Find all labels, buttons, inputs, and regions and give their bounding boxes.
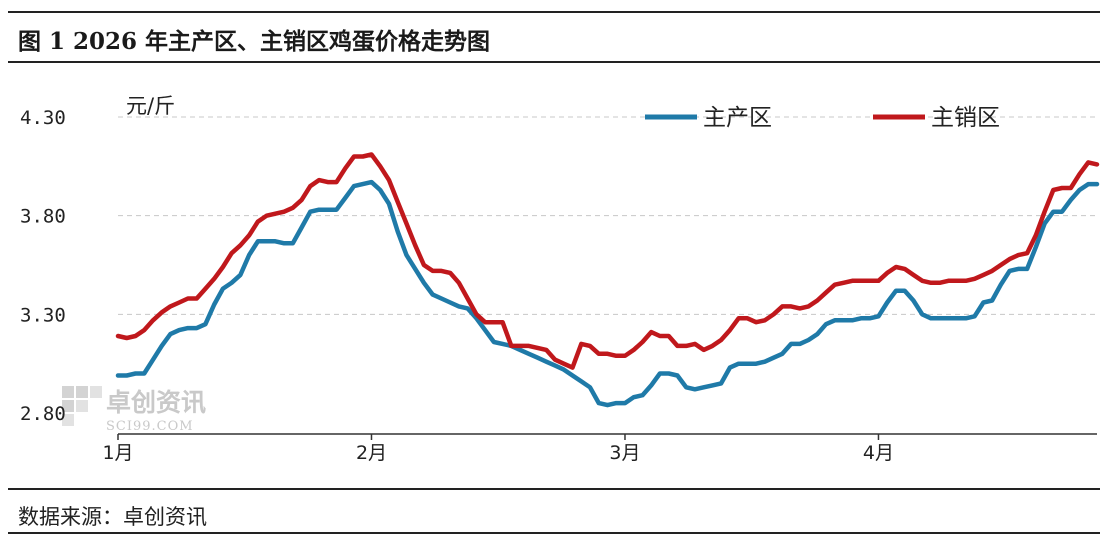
top-rule (8, 11, 1100, 13)
gridlines (118, 116, 1097, 315)
y-tick-label: 3.30 (20, 304, 66, 326)
x-tick-label: 4月 (863, 442, 894, 464)
legend-label: 主产区 (703, 105, 772, 131)
data-source: 数据来源：卓创资讯 (18, 505, 207, 529)
x-tick-label: 1月 (102, 442, 133, 464)
y-tick-label: 3.80 (20, 206, 66, 228)
watermark-logo-icon (62, 386, 102, 426)
y-tick-label: 4.30 (20, 107, 66, 129)
title-rule (8, 61, 1100, 63)
watermark-url: SCI99.COM (106, 419, 194, 434)
legend-label: 主销区 (931, 105, 1000, 131)
source-rule (8, 488, 1100, 490)
y-tick-label: 2.80 (20, 403, 66, 425)
y-axis-ticks: 4.30 3.80 3.30 2.80 (20, 107, 66, 425)
series-line-selling-area (115, 152, 1100, 370)
legend: 主产区 主销区 (645, 105, 1000, 131)
series-lines (115, 152, 1100, 408)
x-axis: 1月 2月 3月 4月 (102, 433, 1097, 464)
x-tick-label: 3月 (609, 442, 640, 464)
x-tick-label: 2月 (356, 442, 387, 464)
series-line-producing-area (115, 179, 1100, 408)
chart-title: 图 1 2026 年主产区、主销区鸡蛋价格走势图 (18, 28, 491, 55)
watermark: 卓创资讯 SCI99.COM (62, 386, 206, 434)
y-axis-unit: 元/斤 (126, 94, 175, 118)
bottom-rule (8, 532, 1100, 534)
watermark-name: 卓创资讯 (106, 388, 206, 417)
